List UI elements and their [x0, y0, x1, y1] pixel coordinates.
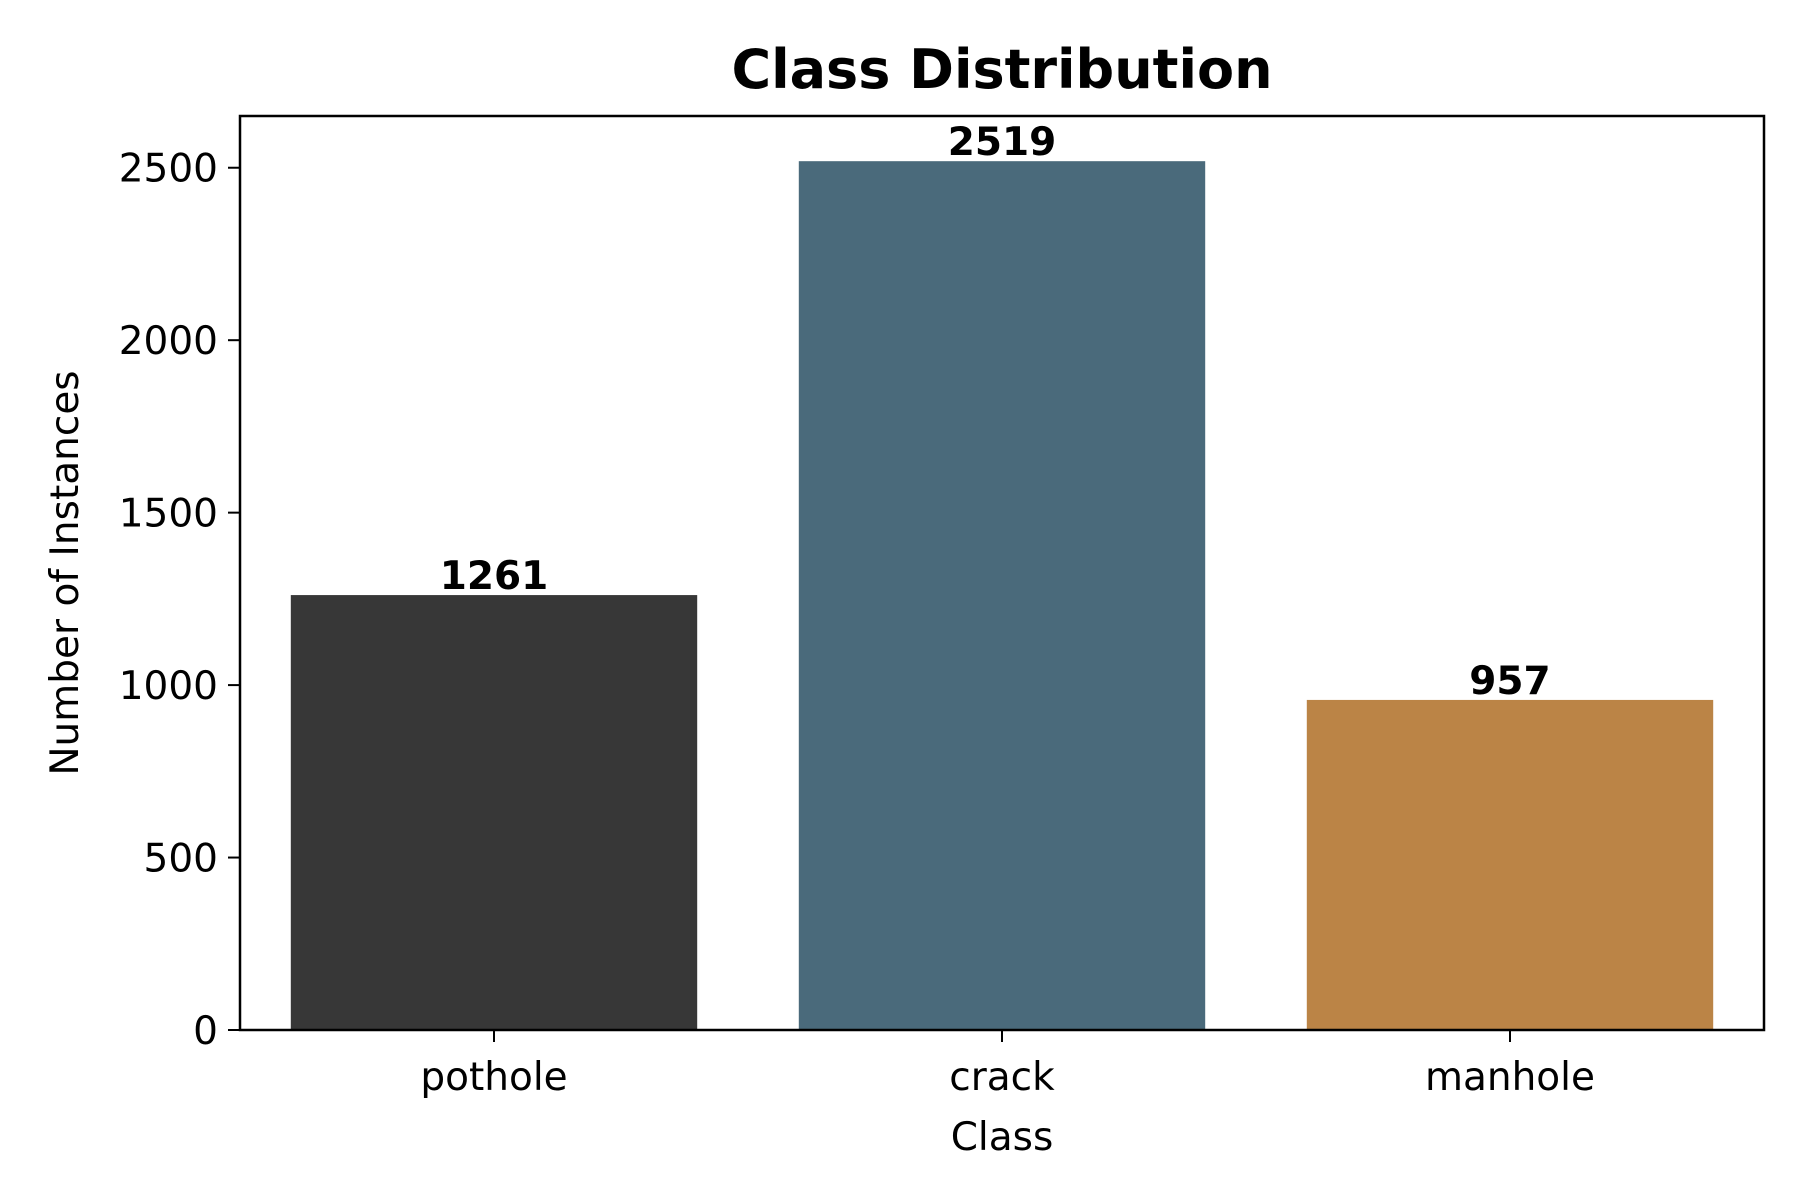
bar-crack	[798, 161, 1206, 1031]
bar-labels-layer: 1261 2519 957	[440, 120, 1551, 704]
chart-title: Class Distribution	[731, 38, 1272, 101]
bar-value-label-crack: 2519	[948, 120, 1057, 165]
x-tick-label-pothole: pothole	[420, 1055, 567, 1100]
bar-manhole	[1306, 699, 1714, 1030]
y-axis-title: Number of Instances	[43, 370, 88, 775]
bars-layer	[290, 161, 1714, 1031]
bar-value-label-manhole: 957	[1469, 659, 1550, 704]
y-tick-label: 2500	[119, 147, 218, 192]
x-axis: pothole crack manhole	[420, 1030, 1595, 1100]
plot-frame	[238, 114, 1766, 1032]
y-tick-label: 0	[193, 1009, 218, 1054]
bar-pothole	[290, 595, 698, 1030]
x-tick-label-crack: crack	[949, 1055, 1055, 1100]
x-axis-title: Class	[951, 1115, 1054, 1160]
y-tick-label: 500	[144, 837, 218, 882]
y-tick-label: 1000	[119, 664, 218, 709]
x-tick-label-manhole: manhole	[1425, 1055, 1595, 1100]
y-axis: 0 500 1000 1500 2000 2500	[119, 147, 240, 1054]
bar-value-label-pothole: 1261	[440, 554, 549, 599]
y-tick-label: 1500	[119, 492, 218, 537]
y-tick-label: 2000	[119, 319, 218, 364]
